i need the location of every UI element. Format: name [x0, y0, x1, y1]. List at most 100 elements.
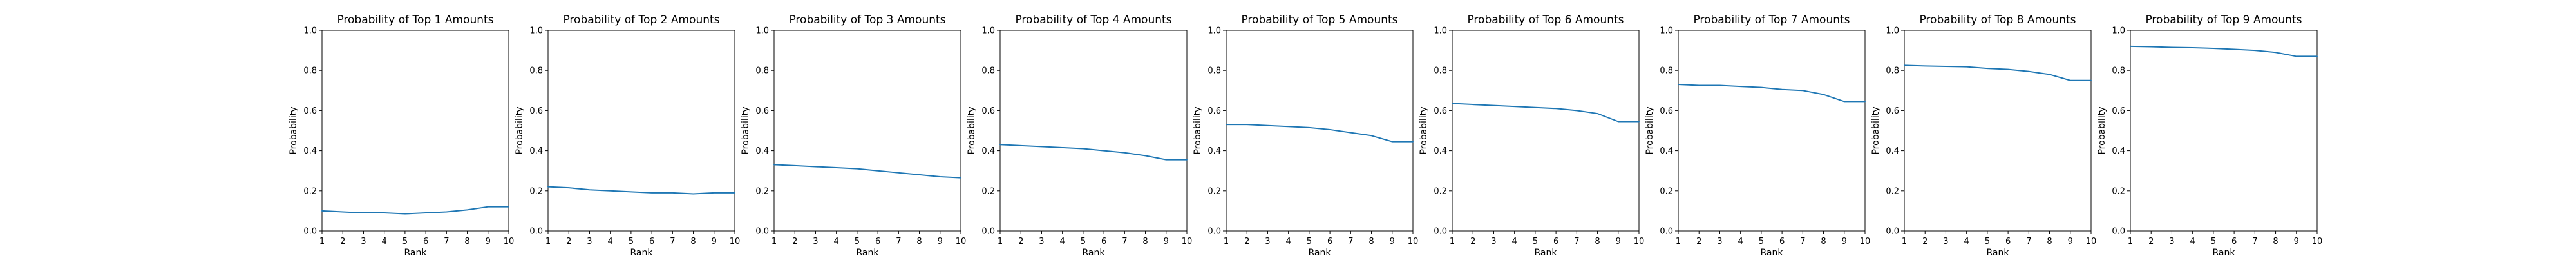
x-tick-label: 5	[1759, 237, 1764, 246]
x-tick-label: 4	[1060, 237, 1065, 246]
y-tick-label: 0.6	[1886, 106, 1899, 116]
x-tick-label: 8	[1142, 237, 1148, 246]
y-tick-label: 0.8	[1434, 66, 1447, 76]
x-tick-label: 10	[1182, 237, 1193, 246]
series-line	[999, 144, 1188, 161]
x-tick-label: 5	[2211, 237, 2216, 246]
chart-title: Probability of Top 2 Amounts	[563, 14, 719, 26]
x-tick-label: 3	[1717, 237, 1722, 246]
y-axis-label: Probability	[1871, 106, 1881, 154]
axes-frame	[1678, 30, 1866, 232]
y-tick-label: 0.0	[303, 227, 317, 237]
x-tick-label: 1	[319, 237, 325, 246]
axes-frame	[999, 30, 1188, 232]
x-tick-label: 9	[938, 237, 943, 246]
x-tick-label: 2	[792, 237, 797, 246]
x-tick-label: 5	[1533, 237, 1538, 246]
y-tick-label: 0.6	[1434, 106, 1447, 116]
x-tick-label: 3	[2169, 237, 2174, 246]
x-tick-label: 6	[875, 237, 880, 246]
x-tick-label: 2	[1470, 237, 1475, 246]
x-tick-label: 4	[1738, 237, 1743, 246]
x-tick-label: 4	[834, 237, 839, 246]
x-tick-label: 10	[730, 237, 741, 246]
y-tick-label: 0.8	[1660, 66, 1673, 76]
y-tick-label: 0.8	[529, 66, 543, 76]
y-tick-label: 0.2	[1208, 186, 1221, 196]
x-tick-label: 9	[486, 237, 491, 246]
y-tick-label: 1.0	[1886, 26, 1899, 36]
x-tick-label: 8	[916, 237, 922, 246]
y-tick-label: 0.8	[2112, 66, 2125, 76]
y-tick-label: 0.2	[303, 186, 317, 196]
x-tick-label: 10	[504, 237, 515, 246]
x-tick-label: 9	[1390, 237, 1395, 246]
subplot-9: Probability of Top 9 Amounts 1 2 3 4 5 6 7 8 9 10 0…	[2097, 14, 2322, 258]
x-tick-label: 1	[1676, 237, 1681, 246]
x-tick-label: 1	[998, 237, 1003, 246]
x-tick-label: 5	[629, 237, 634, 246]
chart-title: Probability of Top 1 Amounts	[337, 14, 493, 26]
x-tick-label: 6	[649, 237, 654, 246]
x-tick-label: 1	[1450, 237, 1455, 246]
y-tick-label: 0.4	[303, 146, 317, 156]
x-axis-label: Rank	[1535, 248, 1558, 258]
subplot-1: Probability of Top 1 Amounts 1 2 3 4 5 6 7 8 9 10 0…	[289, 14, 514, 258]
chart-title: Probability of Top 6 Amounts	[1467, 14, 1624, 26]
x-tick-label: 8	[690, 237, 696, 246]
x-tick-label: 2	[1018, 237, 1023, 246]
x-tick-label: 4	[382, 237, 387, 246]
chart-title: Probability of Top 4 Amounts	[1015, 14, 1171, 26]
series-line	[321, 206, 509, 215]
series-line	[1678, 83, 1866, 103]
x-tick-label: 8	[2047, 237, 2052, 246]
y-tick-label: 0.0	[1208, 227, 1221, 237]
x-tick-label: 9	[1842, 237, 1847, 246]
y-tick-label: 0.4	[529, 146, 543, 156]
y-tick-label: 0.4	[1886, 146, 1899, 156]
axes-frame	[1904, 30, 2092, 232]
x-tick-label: 6	[1101, 237, 1106, 246]
x-tick-label: 10	[2312, 237, 2323, 246]
y-tick-label: 1.0	[303, 26, 317, 36]
y-axis-label: Probability	[289, 106, 299, 154]
x-tick-label: 2	[1244, 237, 1249, 246]
y-axis-label: Probability	[515, 106, 525, 154]
y-tick-label: 0.0	[1434, 227, 1447, 237]
y-tick-label: 1.0	[1208, 26, 1221, 36]
y-tick-label: 0.2	[755, 186, 769, 196]
y-tick-label: 0.8	[303, 66, 317, 76]
y-tick-label: 0.8	[981, 66, 995, 76]
x-tick-label: 4	[1286, 237, 1291, 246]
y-tick-label: 0.6	[981, 106, 995, 116]
x-tick-label: 10	[1860, 237, 1871, 246]
x-tick-label: 6	[1553, 237, 1558, 246]
axes-frame	[547, 30, 735, 232]
x-tick-label: 10	[2086, 237, 2097, 246]
y-tick-label: 0.4	[981, 146, 995, 156]
subplot-7: Probability of Top 7 Amounts 1 2 3 4 5 6 7 8 9 10 0…	[1645, 14, 1870, 258]
x-axis-label: Rank	[630, 248, 654, 258]
y-tick-label: 0.2	[1660, 186, 1673, 196]
x-tick-label: 3	[361, 237, 366, 246]
y-axis-label: Probability	[1645, 106, 1655, 154]
subplot-4: Probability of Top 4 Amounts 1 2 3 4 5 6 7 8 9 10 0…	[967, 14, 1192, 258]
x-tick-label: 7	[1800, 237, 1805, 246]
x-axis-label: Rank	[1987, 248, 2010, 258]
y-tick-label: 1.0	[1660, 26, 1673, 36]
x-axis-label: Rank	[1761, 248, 1784, 258]
x-tick-label: 8	[1821, 237, 1826, 246]
x-tick-label: 10	[1408, 237, 1419, 246]
x-tick-label: 2	[1696, 237, 1701, 246]
x-tick-label: 3	[813, 237, 818, 246]
x-tick-label: 6	[2231, 237, 2237, 246]
chart-title: Probability of Top 7 Amounts	[1693, 14, 1850, 26]
x-tick-label: 4	[608, 237, 613, 246]
y-tick-label: 0.4	[1434, 146, 1447, 156]
x-tick-label: 6	[1327, 237, 1332, 246]
x-tick-label: 7	[1122, 237, 1127, 246]
y-tick-label: 0.2	[529, 186, 543, 196]
y-tick-label: 0.2	[2112, 186, 2125, 196]
series-line	[1904, 64, 2092, 81]
x-axis-label: Rank	[1309, 248, 1332, 258]
